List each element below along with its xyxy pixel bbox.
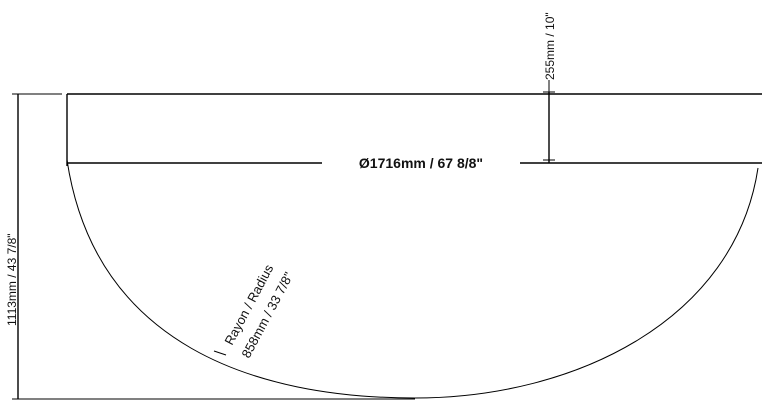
diameter-label: Ø1716mm / 67 8/8" bbox=[359, 155, 483, 171]
depth-label: 255mm / 10" bbox=[543, 12, 557, 80]
semi-ellipse-outline bbox=[66, 159, 759, 399]
radius-leader bbox=[213, 350, 227, 356]
height-label: 1113mm / 43 7/8" bbox=[5, 233, 19, 326]
